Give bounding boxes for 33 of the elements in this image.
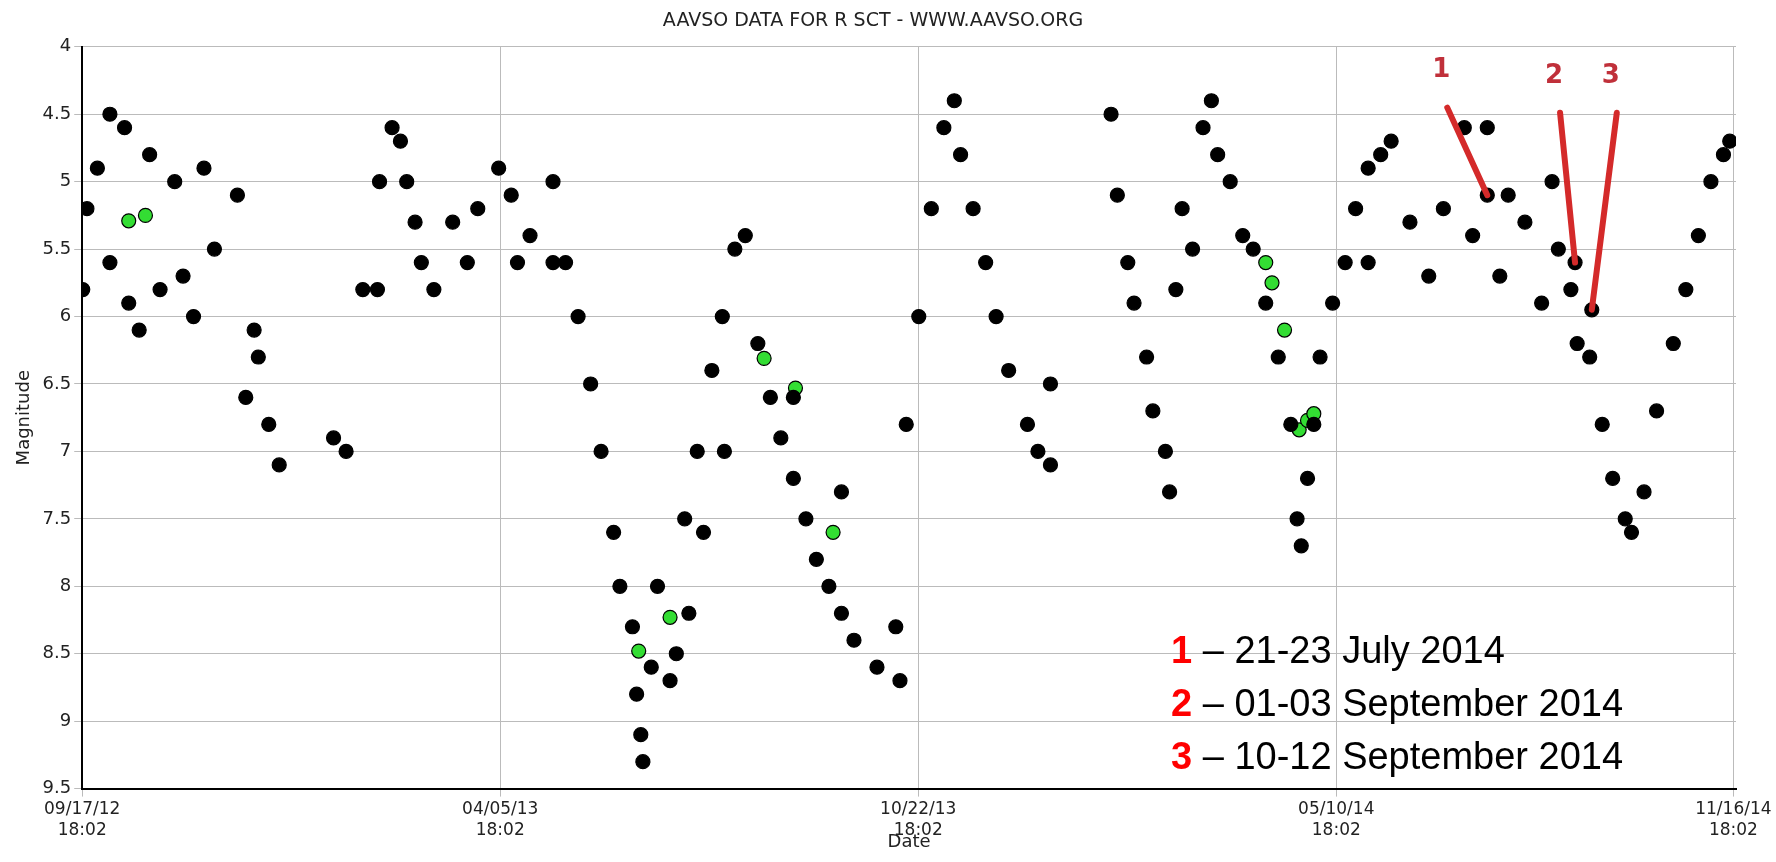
y-tick-label: 9.5 — [42, 776, 72, 798]
annotation: 1 – 21-23 July 2014 — [1171, 628, 1505, 671]
point — [631, 643, 647, 659]
point — [1264, 275, 1280, 291]
y-tick-label: 6 — [59, 304, 72, 326]
point — [137, 207, 154, 223]
x-tick-label: 05/10/14 18:02 — [1298, 798, 1375, 839]
y-tick-label: 6.5 — [42, 371, 72, 393]
point — [756, 350, 772, 366]
y-tick-label: 9 — [59, 708, 72, 730]
y-tick-label: 4.5 — [42, 101, 72, 123]
y-tick-label: 7.5 — [42, 506, 72, 528]
y-tick-label: 5.5 — [42, 236, 72, 258]
y-tick-label: 8.5 — [42, 641, 72, 663]
annotation: 2 – 01-03 September 2014 — [1171, 681, 1624, 724]
chart-title: AAVSO DATA FOR R SCT - WWW.AAVSO.ORG — [662, 8, 1084, 31]
y-tick-label: 5 — [59, 169, 72, 191]
annotation: 1 — [1432, 53, 1451, 84]
annotation: 3 — [1601, 58, 1620, 89]
point — [1276, 322, 1293, 338]
annotation: 3 – 10-12 September 2014 — [1171, 734, 1624, 777]
x-tick-label: 11/16/14 18:02 — [1695, 798, 1772, 839]
x-tick-label: 04/05/13 18:02 — [462, 798, 539, 839]
point — [1258, 255, 1274, 271]
y-tick-label: 4 — [59, 34, 72, 56]
y-axis-title: Magnitude — [12, 370, 34, 466]
x-tick-label: 09/17/12 18:02 — [44, 798, 121, 839]
point — [121, 213, 137, 229]
y-tick-label: 8 — [59, 573, 72, 595]
y-tick-label: 7 — [59, 439, 72, 461]
point — [662, 609, 678, 625]
point — [825, 524, 841, 540]
annotation: 2 — [1545, 58, 1564, 89]
